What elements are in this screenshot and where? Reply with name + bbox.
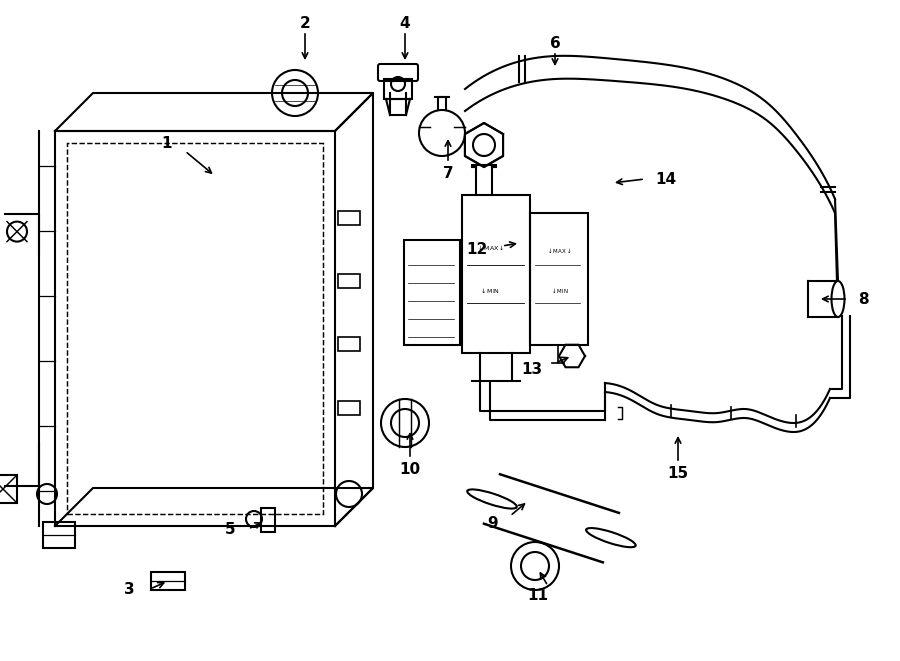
Bar	[338, 211, 360, 225]
Bar	[404, 240, 460, 345]
Bar	[43, 522, 75, 548]
Text: 10: 10	[400, 461, 420, 477]
Text: 8: 8	[858, 292, 868, 307]
Text: $\downarrow$MAX$\downarrow$: $\downarrow$MAX$\downarrow$	[475, 244, 504, 252]
Text: 15: 15	[668, 465, 688, 481]
Bar	[261, 508, 275, 532]
Text: 13: 13	[521, 362, 542, 377]
Bar	[67, 143, 323, 514]
Ellipse shape	[586, 528, 635, 547]
Bar	[151, 572, 185, 590]
Text: 11: 11	[527, 588, 548, 603]
Text: 6: 6	[550, 36, 561, 50]
Bar	[55, 131, 335, 526]
Text: $\downarrow$MIN: $\downarrow$MIN	[480, 287, 500, 295]
Bar	[338, 401, 360, 414]
Text: 14: 14	[655, 171, 676, 186]
Ellipse shape	[832, 281, 844, 317]
Text: 9: 9	[488, 516, 498, 531]
Text: 7: 7	[443, 165, 454, 180]
Bar	[462, 195, 529, 353]
Text: 5: 5	[224, 522, 235, 537]
Text: 12: 12	[467, 241, 488, 256]
Bar	[530, 213, 588, 345]
Text: 1: 1	[161, 136, 172, 151]
Text: 4: 4	[400, 15, 410, 30]
Bar	[0, 475, 17, 503]
Text: 3: 3	[124, 582, 135, 596]
Bar	[338, 337, 360, 351]
Text: $\downarrow$MAX$\downarrow$: $\downarrow$MAX$\downarrow$	[546, 247, 572, 255]
Bar	[384, 79, 412, 99]
Bar	[338, 274, 360, 288]
Ellipse shape	[467, 489, 517, 508]
Text: $\downarrow$MIN: $\downarrow$MIN	[550, 287, 568, 295]
Text: 2: 2	[300, 15, 310, 30]
